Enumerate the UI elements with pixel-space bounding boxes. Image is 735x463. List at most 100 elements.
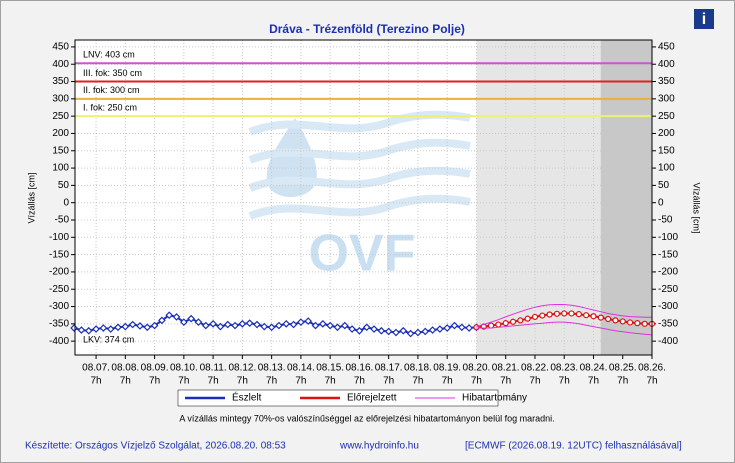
watermark-logo — [248, 110, 471, 220]
y2-tick-label: -350 — [658, 318, 678, 329]
point — [77, 326, 86, 334]
point — [421, 327, 430, 336]
point — [612, 317, 619, 324]
footer-source: [ECMWF (2026.08.19. 12UTC) felhasználásá… — [465, 441, 682, 452]
point — [457, 323, 466, 332]
x-tick-sublabel: 7h — [149, 376, 160, 387]
x-tick-sublabel: 7h — [266, 376, 277, 387]
point — [377, 326, 386, 335]
point — [114, 323, 122, 332]
point — [539, 312, 546, 319]
x-tick-label: 08.15. — [316, 363, 344, 374]
x-tick-sublabel: 7h — [412, 376, 423, 387]
y2-tick-label: 300 — [658, 93, 675, 104]
point — [194, 318, 203, 326]
threshold-label: I. fok: 250 cm — [83, 103, 137, 113]
legend-label: Előrejelzett — [347, 393, 397, 404]
x-tick-label: 08.19. — [433, 363, 461, 374]
y-tick-label: 300 — [52, 93, 69, 104]
point — [509, 318, 517, 325]
point — [531, 313, 539, 321]
point — [267, 323, 276, 332]
point — [92, 325, 100, 333]
point — [641, 320, 648, 327]
x-tick-label: 08.24. — [580, 363, 608, 374]
point — [84, 326, 93, 335]
y2-tick-label: -200 — [658, 267, 678, 278]
footer-author: Készítette: Országos Vízjelző Szolgálat,… — [25, 441, 286, 452]
x-tick-label: 08.10. — [170, 363, 198, 374]
point — [143, 323, 152, 332]
x-tick-label: 08.17. — [375, 363, 403, 374]
point — [465, 324, 473, 332]
info-button[interactable] — [694, 9, 714, 29]
x-tick-label: 08.14. — [287, 363, 315, 374]
point — [406, 329, 415, 338]
y2-tick-label: -250 — [658, 284, 678, 295]
x-tick-sublabel: 7h — [383, 376, 394, 387]
info-icon[interactable]: i — [702, 11, 706, 28]
y-tick-label: -100 — [49, 232, 69, 243]
point — [575, 311, 582, 318]
point — [297, 318, 305, 326]
x-tick-label: 08.20. — [463, 363, 491, 374]
point — [495, 321, 502, 328]
point — [568, 310, 575, 317]
x-tick-sublabel: 7h — [91, 376, 102, 387]
forecast-shade — [600, 40, 652, 355]
x-tick-sublabel: 7h — [617, 376, 628, 387]
x-tick-label: 08.12. — [228, 363, 256, 374]
y-tick-label: 450 — [52, 42, 69, 53]
point — [487, 322, 495, 329]
y-tick-label: -300 — [49, 301, 69, 312]
y2-tick-label: -50 — [658, 215, 673, 226]
point — [626, 319, 634, 326]
x-tick-label: 08.23. — [550, 363, 578, 374]
footer-url[interactable]: www.hydroinfo.hu — [339, 441, 419, 452]
point — [128, 320, 137, 329]
point — [428, 326, 437, 334]
y-tick-label: -200 — [49, 267, 69, 278]
point — [282, 319, 291, 328]
y2-tick-label: 50 — [658, 180, 670, 191]
y2-axis-label: Vízállás [cm] — [692, 182, 702, 233]
point — [289, 320, 298, 329]
point — [216, 322, 225, 331]
y-tick-label: -250 — [49, 284, 69, 295]
point — [179, 318, 188, 326]
point — [150, 321, 159, 330]
point — [517, 317, 524, 324]
series-line — [476, 304, 652, 328]
point — [333, 323, 342, 332]
point — [561, 310, 568, 317]
x-tick-sublabel: 7h — [471, 376, 482, 387]
x-tick-label: 08.13. — [258, 363, 286, 374]
point — [172, 313, 181, 321]
y2-tick-label: 0 — [658, 197, 664, 208]
y-tick-label: -400 — [49, 336, 69, 347]
y-tick-label: 0 — [63, 197, 69, 208]
y-tick-label: 200 — [52, 128, 69, 139]
x-tick-sublabel: 7h — [646, 376, 657, 387]
point — [546, 311, 553, 318]
y2-tick-label: 100 — [658, 163, 675, 174]
x-tick-sublabel: 7h — [237, 376, 248, 387]
point — [473, 324, 480, 331]
y2-tick-label: 150 — [658, 145, 675, 156]
note: A vízállás mintegy 70%-os valószínűségge… — [179, 413, 554, 423]
chart-title: Dráva - Trézenföld (Terezino Polje) — [269, 22, 465, 36]
point — [209, 319, 217, 328]
plot-border — [74, 39, 653, 356]
y2-tick-label: -300 — [658, 301, 678, 312]
x-tick-sublabel: 7h — [529, 376, 540, 387]
point — [136, 322, 144, 330]
point — [311, 321, 320, 330]
point — [106, 325, 115, 333]
point — [370, 325, 378, 333]
y-tick-label: 350 — [52, 76, 69, 87]
point — [436, 325, 444, 333]
point — [348, 325, 356, 333]
y-tick-label: -350 — [49, 318, 69, 329]
point — [231, 321, 239, 330]
point — [590, 313, 597, 320]
